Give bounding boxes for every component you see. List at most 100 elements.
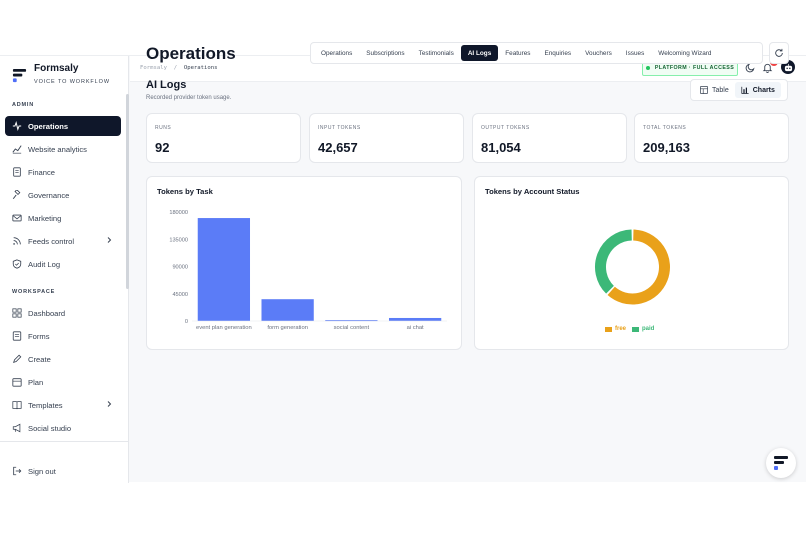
- view-table-button[interactable]: Table: [694, 82, 735, 98]
- formsaly-logo-icon: [12, 68, 27, 83]
- rss-icon: [12, 236, 22, 246]
- x-tick-label: form generation: [267, 325, 308, 331]
- tab-issues[interactable]: Issues: [625, 49, 645, 57]
- log-out-icon: [12, 466, 22, 476]
- stat-card-runs: RUNS 92: [146, 113, 301, 163]
- operations-tabs: Operations Subscriptions Testimonials AI…: [310, 42, 763, 64]
- workspace-section-label: WORKSPACE: [12, 289, 56, 295]
- tokens-by-task-chart: 180000 135000 90000 45000 0 event plan genera…: [169, 210, 447, 331]
- tab-enquiries[interactable]: Enquiries: [544, 49, 572, 57]
- tab-welcoming-wizard[interactable]: Welcoming Wizard: [658, 49, 712, 57]
- table-icon: [700, 86, 708, 94]
- sidebar-item-website-analytics[interactable]: Website analytics: [5, 139, 121, 159]
- sign-out-label: Sign out: [28, 466, 56, 476]
- y-tick-label: 180000: [169, 210, 188, 216]
- user-avatar-icon: [784, 63, 792, 71]
- sidebar-item-label: Forms: [28, 331, 50, 341]
- sidebar-item-label: Operations: [28, 121, 69, 131]
- megaphone-icon: [12, 423, 22, 433]
- view-table-label: Table: [712, 86, 729, 94]
- bar[interactable]: [325, 320, 378, 322]
- tokens-by-account-status-chart: [595, 229, 670, 305]
- bar[interactable]: [388, 317, 442, 321]
- sidebar-item-label: Feeds control: [28, 236, 75, 246]
- bell-icon[interactable]: [762, 62, 773, 73]
- sidebar: Formsaly VOICE TO WORKFLOW ADMIN Operati…: [0, 56, 129, 483]
- y-tick-label: 0: [185, 319, 188, 325]
- brand-name: Formsaly: [34, 63, 79, 74]
- activity-icon: [12, 121, 22, 131]
- chevron-right-icon: [107, 401, 112, 407]
- calendar-icon: [12, 377, 22, 387]
- stat-card-output-tokens: OUTPUT TOKENS 81,054: [472, 113, 627, 163]
- sidebar-item-social-studio[interactable]: Social studio: [5, 418, 121, 438]
- tab-subscriptions[interactable]: Subscriptions: [366, 49, 405, 57]
- legend-item-paid[interactable]: paid: [632, 326, 654, 332]
- sidebar-item-label: Plan: [28, 377, 44, 387]
- refresh-button[interactable]: [769, 42, 789, 64]
- status-dot: [645, 65, 650, 70]
- stat-card-input-tokens: INPUT TOKENS 42,657: [309, 113, 464, 163]
- stat-value: 92: [155, 140, 170, 155]
- tab-features[interactable]: Features: [505, 49, 531, 57]
- sidebar-item-label: Create: [28, 354, 51, 364]
- y-tick-label: 135000: [169, 237, 188, 243]
- tab-testimonials[interactable]: Testimonials: [418, 49, 454, 57]
- view-charts-button[interactable]: Charts: [734, 82, 781, 98]
- donut-slice-free[interactable]: [607, 229, 670, 305]
- sign-out-button[interactable]: Sign out: [5, 461, 121, 481]
- donut-slice-paid[interactable]: [595, 229, 633, 294]
- sidebar-item-label: Templates: [28, 400, 63, 410]
- legend-item-free[interactable]: free: [605, 326, 626, 332]
- chevron-right-icon: [107, 237, 112, 243]
- platform-badge-label: PLATFORM · FULL ACCESS: [654, 64, 735, 71]
- sidebar-item-plan[interactable]: Plan: [5, 372, 121, 392]
- sidebar-item-create[interactable]: Create: [5, 349, 121, 369]
- sidebar-divider: [0, 441, 128, 442]
- sidebar-item-governance[interactable]: Governance: [5, 185, 121, 205]
- sidebar-item-finance[interactable]: Finance: [5, 162, 121, 182]
- view-toggle: Table Charts: [690, 79, 788, 101]
- admin-section-label: ADMIN: [12, 102, 35, 108]
- mail-icon: [12, 213, 22, 223]
- stat-label: OUTPUT TOKENS: [481, 125, 530, 131]
- line-chart-icon: [12, 144, 22, 154]
- sidebar-item-marketing[interactable]: Marketing: [5, 208, 121, 228]
- legend-swatch: [605, 326, 612, 332]
- form-icon: [12, 331, 22, 341]
- sidebar-item-dashboard[interactable]: Dashboard: [5, 303, 121, 323]
- breadcrumb-root[interactable]: Formsaly: [140, 65, 167, 71]
- legend-label: free: [615, 326, 627, 332]
- tab-vouchers[interactable]: Vouchers: [585, 49, 612, 57]
- sidebar-item-forms[interactable]: Forms: [5, 326, 121, 346]
- legend-label: paid: [642, 326, 655, 332]
- receipt-icon: [12, 167, 22, 177]
- tab-ai-logs[interactable]: AI Logs: [460, 45, 499, 61]
- legend-swatch: [632, 326, 640, 332]
- sidebar-item-audit-log[interactable]: Audit Log: [5, 254, 121, 274]
- tab-operations[interactable]: Operations: [321, 49, 353, 57]
- breadcrumb-separator: /: [173, 65, 178, 71]
- bar-chart-icon: [741, 86, 749, 94]
- moon-icon[interactable]: [745, 62, 756, 73]
- sidebar-scrollbar[interactable]: [126, 94, 129, 289]
- x-tick-label: event plan generation: [196, 325, 252, 331]
- x-tick-label: ai chat: [407, 325, 424, 331]
- sidebar-item-label: Finance: [28, 167, 56, 177]
- sidebar-item-operations[interactable]: Operations: [5, 116, 121, 136]
- view-charts-label: Charts: [752, 86, 775, 94]
- bar[interactable]: [197, 218, 251, 321]
- formsaly-assistant-button[interactable]: [766, 448, 796, 478]
- tokens-by-account-status-card: Tokens by Account Status free paid: [474, 176, 789, 350]
- sidebar-item-label: Audit Log: [28, 259, 61, 269]
- grid-icon: [12, 308, 22, 318]
- formsaly-logo-icon: [774, 456, 788, 470]
- book-icon: [12, 400, 22, 410]
- sidebar-item-templates[interactable]: Templates: [5, 395, 121, 415]
- sidebar-item-label: Website analytics: [28, 144, 87, 154]
- brand[interactable]: Formsaly VOICE TO WORKFLOW: [10, 62, 125, 92]
- tokens-by-task-card: Tokens by Task 180000 135000 90000 45000 0 ev…: [146, 176, 462, 350]
- chart-title: Tokens by Task: [157, 187, 213, 196]
- bar[interactable]: [261, 299, 314, 321]
- sidebar-item-feeds-control[interactable]: Feeds control: [5, 231, 121, 251]
